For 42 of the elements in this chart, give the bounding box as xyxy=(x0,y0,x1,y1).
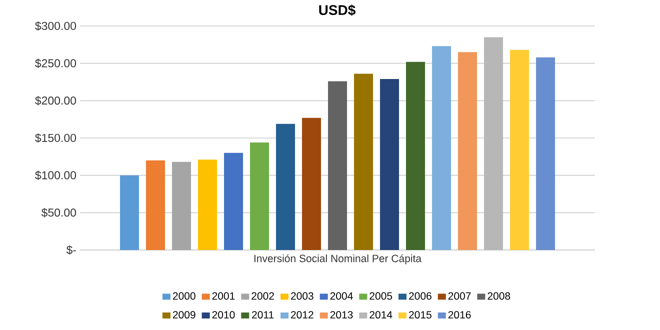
bar xyxy=(250,142,270,250)
legend-label: 2013 xyxy=(330,311,353,319)
y-tick-label: $250.00 xyxy=(35,58,76,68)
bar xyxy=(406,62,426,250)
legend-label: 2009 xyxy=(172,311,196,319)
bar xyxy=(458,52,478,250)
legend-label: 2011 xyxy=(252,311,274,319)
legend-label: 2006 xyxy=(409,292,432,300)
legend-label: 2016 xyxy=(448,311,471,319)
bar xyxy=(510,50,530,250)
legend-label: 2003 xyxy=(291,292,314,300)
bar xyxy=(328,81,348,250)
bar xyxy=(146,160,166,250)
y-tick-label: $300.00 xyxy=(35,21,76,31)
bar xyxy=(198,160,218,250)
y-tick-label: $100.00 xyxy=(35,170,76,180)
y-tick-label: $150.00 xyxy=(35,133,76,143)
legend-label: 2001 xyxy=(212,292,235,300)
y-tick-label: $200.00 xyxy=(35,96,76,106)
bar xyxy=(302,118,322,250)
legend-label: 2008 xyxy=(488,292,510,300)
bar xyxy=(432,46,452,250)
bar xyxy=(172,162,192,250)
y-tick-label: $50.00 xyxy=(41,208,76,218)
bar xyxy=(120,175,140,250)
legend-label: 2005 xyxy=(370,292,392,300)
x-axis-title: Inversión Social Nominal Per Cápita xyxy=(254,254,422,264)
bar xyxy=(276,124,296,250)
legend-label: 2015 xyxy=(409,311,432,319)
legend-label: 2002 xyxy=(252,292,274,300)
bar xyxy=(380,79,400,250)
legend-label: 2014 xyxy=(370,311,392,319)
y-tick-label: $- xyxy=(66,245,76,255)
legend-label: 2012 xyxy=(291,311,314,319)
legend-label: 2004 xyxy=(330,292,353,300)
bar xyxy=(224,152,244,250)
bar xyxy=(536,57,556,250)
legend-label: 2010 xyxy=(212,311,235,319)
chart-title: USD$ xyxy=(319,4,356,16)
legend-label: 2007 xyxy=(448,292,471,300)
bar xyxy=(354,74,374,250)
legend-label: 2000 xyxy=(172,292,196,300)
